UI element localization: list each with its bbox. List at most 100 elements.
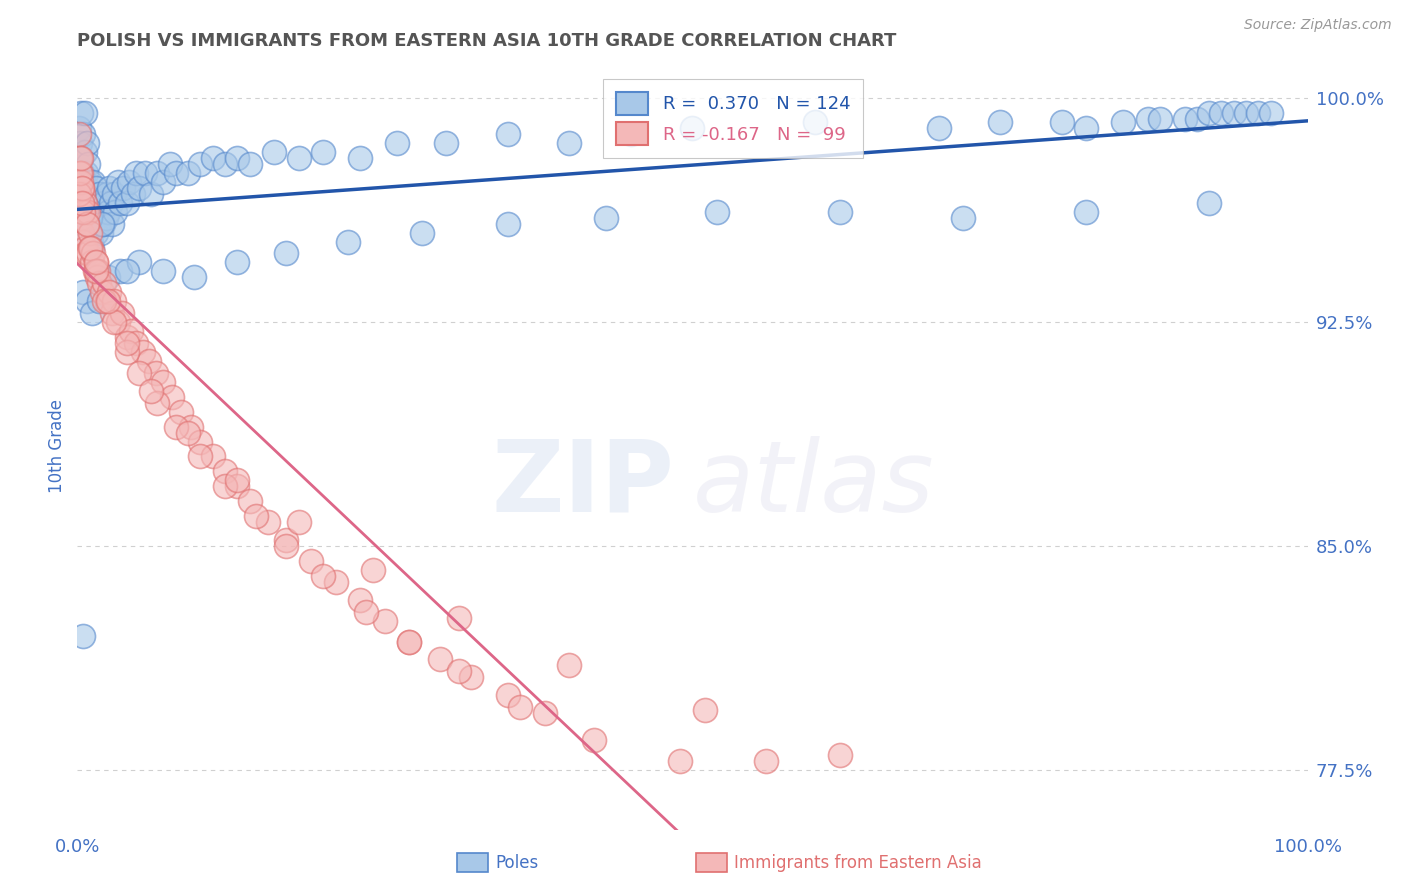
Point: [988, 115, 1011, 129]
Y-axis label: 10th Grade: 10th Grade: [48, 399, 66, 493]
Point: [159, 157, 181, 171]
Point: [830, 747, 852, 762]
Point: [72, 235, 94, 249]
Point: [103, 186, 125, 201]
Point: [76, 136, 98, 150]
Point: [263, 145, 285, 159]
Point: [96, 294, 118, 309]
Point: [84, 255, 107, 269]
Point: [183, 270, 205, 285]
Point: [93, 277, 115, 291]
Point: [75, 246, 97, 260]
Point: [239, 157, 262, 171]
Point: [104, 204, 127, 219]
Point: [125, 336, 148, 351]
Point: [288, 151, 311, 165]
Point: [509, 700, 531, 714]
Point: [165, 419, 187, 434]
Point: [77, 204, 100, 219]
Point: [152, 175, 174, 189]
Point: [70, 166, 93, 180]
Point: [429, 652, 451, 666]
Point: [115, 264, 138, 278]
Point: [75, 211, 97, 225]
Point: [115, 345, 138, 359]
Point: [89, 186, 111, 201]
Point: [1050, 115, 1073, 129]
Point: [76, 217, 98, 231]
Point: [70, 175, 93, 189]
Point: [141, 186, 163, 201]
Point: [77, 204, 100, 219]
Point: [111, 306, 132, 320]
Point: [89, 277, 111, 291]
Point: [276, 539, 298, 553]
Point: [121, 186, 143, 201]
Point: [72, 204, 94, 219]
Point: [226, 151, 249, 165]
Point: [97, 270, 120, 285]
Point: [82, 240, 104, 254]
Point: [67, 186, 90, 201]
Point: [118, 175, 141, 189]
Point: [226, 479, 249, 493]
Point: [87, 264, 110, 278]
Point: [93, 195, 115, 210]
Text: Poles: Poles: [495, 854, 538, 871]
Point: [188, 157, 212, 171]
Text: atlas: atlas: [693, 436, 934, 533]
Point: [188, 434, 212, 449]
Point: [82, 175, 104, 189]
Point: [312, 569, 335, 583]
Point: [755, 754, 778, 768]
Point: [214, 479, 236, 493]
Point: [79, 211, 101, 225]
Point: [356, 605, 378, 619]
Point: [91, 217, 114, 231]
Point: [98, 285, 121, 300]
Point: [73, 240, 96, 254]
Point: [1198, 195, 1220, 210]
Point: [1211, 106, 1233, 120]
Point: [70, 181, 93, 195]
Point: [76, 294, 98, 309]
Point: [76, 226, 98, 240]
Point: [214, 464, 236, 478]
Point: [75, 204, 97, 219]
Point: [1185, 112, 1208, 127]
Point: [239, 494, 262, 508]
Point: [534, 706, 557, 720]
Point: [160, 390, 183, 404]
Point: [67, 121, 90, 136]
Point: [121, 324, 143, 338]
Point: [79, 217, 101, 231]
Point: [107, 175, 129, 189]
Point: [1247, 106, 1270, 120]
Point: [374, 614, 396, 628]
Point: [84, 255, 107, 269]
Point: [84, 226, 107, 240]
Point: [72, 175, 94, 189]
Point: [115, 336, 138, 351]
Point: [67, 175, 90, 189]
Point: [146, 395, 169, 409]
Point: [76, 217, 98, 231]
Point: [145, 366, 167, 380]
Point: [73, 195, 96, 210]
Point: [90, 285, 114, 300]
Point: [115, 330, 138, 344]
Point: [180, 419, 202, 434]
Point: [134, 166, 156, 180]
Point: [115, 195, 138, 210]
Point: [90, 217, 114, 231]
Point: [620, 127, 643, 141]
Point: [349, 151, 371, 165]
Point: [101, 306, 124, 320]
Point: [101, 217, 124, 231]
Point: [98, 181, 121, 195]
Point: [349, 592, 371, 607]
Point: [337, 235, 360, 249]
Point: [107, 315, 129, 329]
Point: [583, 733, 606, 747]
Point: [928, 121, 950, 136]
